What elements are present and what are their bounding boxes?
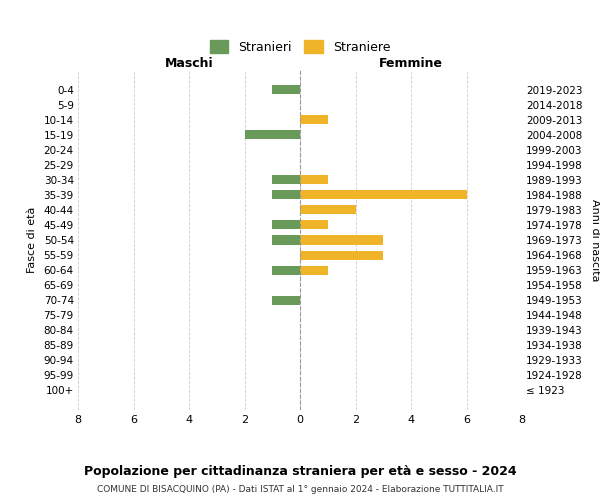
Bar [272, 190, 300, 200]
Text: Maschi: Maschi [164, 58, 214, 70]
Bar [272, 176, 300, 184]
Text: Femmine: Femmine [379, 58, 443, 70]
Bar [272, 220, 300, 230]
Text: COMUNE DI BISACQUINO (PA) - Dati ISTAT al 1° gennaio 2024 - Elaborazione TUTTITA: COMUNE DI BISACQUINO (PA) - Dati ISTAT a… [97, 485, 503, 494]
Bar [300, 190, 467, 200]
Bar [300, 206, 355, 214]
Bar [300, 250, 383, 260]
Text: Popolazione per cittadinanza straniera per età e sesso - 2024: Popolazione per cittadinanza straniera p… [83, 465, 517, 478]
Bar [300, 236, 383, 244]
Bar [272, 86, 300, 94]
Bar [300, 176, 328, 184]
Bar [300, 116, 328, 124]
Bar [272, 266, 300, 274]
Bar [245, 130, 300, 140]
Bar [300, 220, 328, 230]
Bar [272, 236, 300, 244]
Legend: Stranieri, Straniere: Stranieri, Straniere [205, 36, 395, 59]
Y-axis label: Anni di nascita: Anni di nascita [590, 198, 600, 281]
Bar [300, 266, 328, 274]
Bar [272, 296, 300, 304]
Y-axis label: Fasce di età: Fasce di età [26, 207, 37, 273]
